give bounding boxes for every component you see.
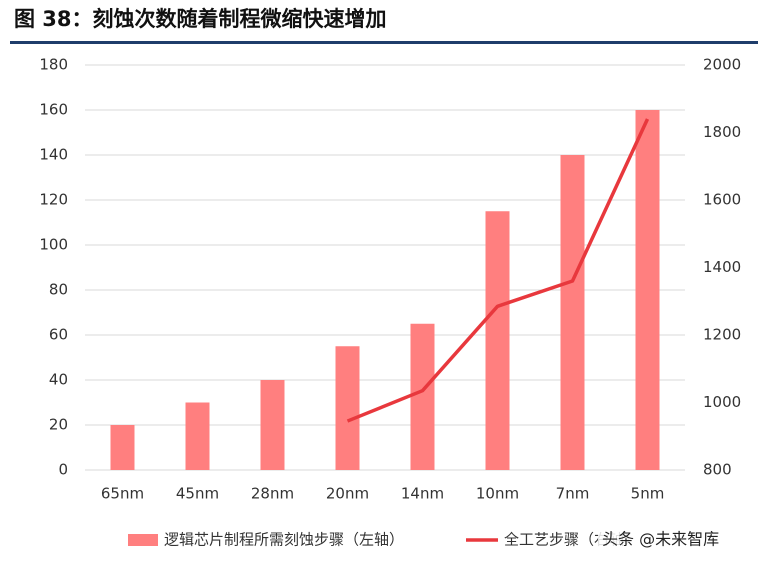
y2-tick-label: 1200 (703, 326, 741, 344)
x-tick-label: 65nm (101, 485, 144, 503)
y-tick-label: 120 (39, 191, 68, 209)
y2-tick-label: 1600 (703, 191, 741, 209)
y-tick-label: 40 (49, 371, 68, 389)
y-tick-label: 60 (49, 326, 68, 344)
x-tick-label: 20nm (326, 485, 369, 503)
y2-tick-label: 800 (703, 461, 732, 479)
y2-tick-label: 1000 (703, 393, 741, 411)
bar (185, 402, 210, 470)
legend-swatch (128, 534, 158, 546)
y-tick-label: 80 (49, 281, 68, 299)
legend-label: 逻辑芯片制程所需刻蚀步骤（左轴） (164, 531, 404, 549)
bar (485, 211, 510, 470)
y2-tick-label: 1400 (703, 258, 741, 276)
y-tick-label: 0 (58, 461, 68, 479)
x-tick-label: 28nm (251, 485, 294, 503)
bar (635, 110, 660, 470)
line (346, 118, 650, 423)
x-tick-label: 7nm (556, 485, 590, 503)
y-tick-label: 160 (39, 101, 68, 119)
bar (335, 346, 360, 470)
y-tick-label: 180 (39, 56, 68, 74)
chart-title: 图 38：刻蚀次数随着制程微缩快速增加 (14, 7, 387, 31)
y-tick-label: 100 (39, 236, 68, 254)
x-tick-label: 10nm (476, 485, 519, 503)
y2-tick-label: 2000 (703, 56, 741, 74)
bar (410, 323, 435, 470)
bar (560, 155, 585, 470)
x-tick-label: 14nm (401, 485, 444, 503)
title-rule (10, 41, 758, 44)
x-tick-label: 45nm (176, 485, 219, 503)
x-tick-label: 5nm (631, 485, 665, 503)
watermark-bg (598, 528, 750, 552)
bar (260, 380, 285, 470)
y2-tick-label: 1800 (703, 123, 741, 141)
bar (110, 425, 135, 470)
y-tick-label: 140 (39, 146, 68, 164)
watermark: 头条 @未来智库 (602, 530, 719, 549)
y-tick-label: 20 (49, 416, 68, 434)
